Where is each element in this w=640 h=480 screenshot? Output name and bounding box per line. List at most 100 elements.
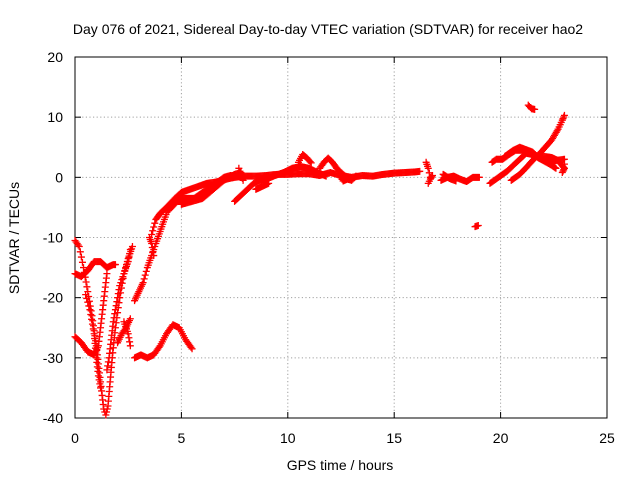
data-point [124,330,132,338]
data-point [78,258,86,266]
data-point [87,311,95,319]
data-point [114,294,122,302]
data-point [236,167,244,175]
grid-lines [75,57,607,418]
data-point [83,294,91,302]
data-point [109,318,117,326]
data-point [103,408,111,416]
y-axis-label: SDTVAR / TECUs [6,182,22,294]
data-point [104,358,112,366]
data-point [475,173,483,181]
data-point [187,343,195,351]
data-point [112,302,120,310]
data-point [322,172,330,180]
data-point [126,246,134,254]
data-point [75,243,83,251]
data-point [110,314,118,322]
y-tick-label: -20 [43,290,63,306]
data-point [104,362,112,370]
x-tick-label: 0 [71,430,79,446]
data-point [113,298,121,306]
data-point [306,158,314,166]
data-point [560,166,568,174]
axis-ticks: 0 5 10 15 20 25 -40 -30 -20 -10 0 10 20 [43,49,615,446]
data-point [97,384,105,392]
data-point [558,116,566,124]
data-point [118,276,126,284]
data-point [80,264,88,272]
data-point [560,113,568,121]
data-point [115,286,123,294]
data-point [149,248,157,256]
data-point [114,290,122,298]
data-point [77,253,85,261]
data-point [151,219,159,227]
data-point [340,171,348,179]
data-point [552,164,560,172]
data-point [239,176,247,184]
x-tick-label: 25 [599,430,615,446]
data-point [452,177,460,185]
data-point [149,227,157,235]
data-point [416,167,424,175]
data-point [103,366,111,374]
data-point [148,240,156,248]
data-point [126,250,134,258]
data-point [84,298,92,306]
data-point [111,310,119,318]
data-point [86,306,94,314]
y-tick-label: -40 [43,410,63,426]
data-point [307,159,315,167]
data-point [428,173,436,181]
data-point [141,271,149,279]
data-point [560,111,568,119]
data-point [82,291,90,299]
data-point [560,160,568,168]
data-point [117,279,125,287]
data-point [124,258,132,266]
data-point [96,380,104,388]
data-point [82,278,90,286]
data-point [148,230,156,238]
x-tick-label: 20 [493,430,509,446]
data-point [125,334,133,342]
data-point [559,115,567,123]
data-point [88,320,96,328]
data-point [148,244,156,252]
data-point [119,273,127,281]
y-tick-label: 10 [47,109,63,125]
data-point [94,372,102,380]
x-axis-label: GPS time / hours [287,457,394,473]
data-point [429,172,437,180]
y-tick-label: 0 [55,169,63,185]
data-point [103,405,111,413]
data-point [341,172,349,180]
data-points [71,101,568,419]
data-point [424,164,432,172]
x-tick-label: 15 [386,430,402,446]
data-point [553,127,561,135]
data-point [142,267,150,275]
data-point [85,302,93,310]
data-point [74,241,82,249]
data-point [111,261,119,269]
y-tick-label: -30 [43,350,63,366]
x-tick-label: 5 [178,430,186,446]
data-point [150,223,158,231]
data-point [155,343,163,351]
data-point [126,315,134,323]
data-point [89,325,97,333]
data-point [265,179,273,187]
data-point [95,376,103,384]
data-point [103,270,111,278]
data-point [150,252,158,260]
y-tick-label: 20 [47,49,63,65]
data-point [76,248,84,256]
data-point [102,411,110,419]
data-point [116,282,124,290]
data-point [83,283,91,291]
data-point [126,338,134,346]
chart-title: Day 076 of 2021, Sidereal Day-to-day VTE… [73,21,583,37]
data-point [235,164,243,172]
